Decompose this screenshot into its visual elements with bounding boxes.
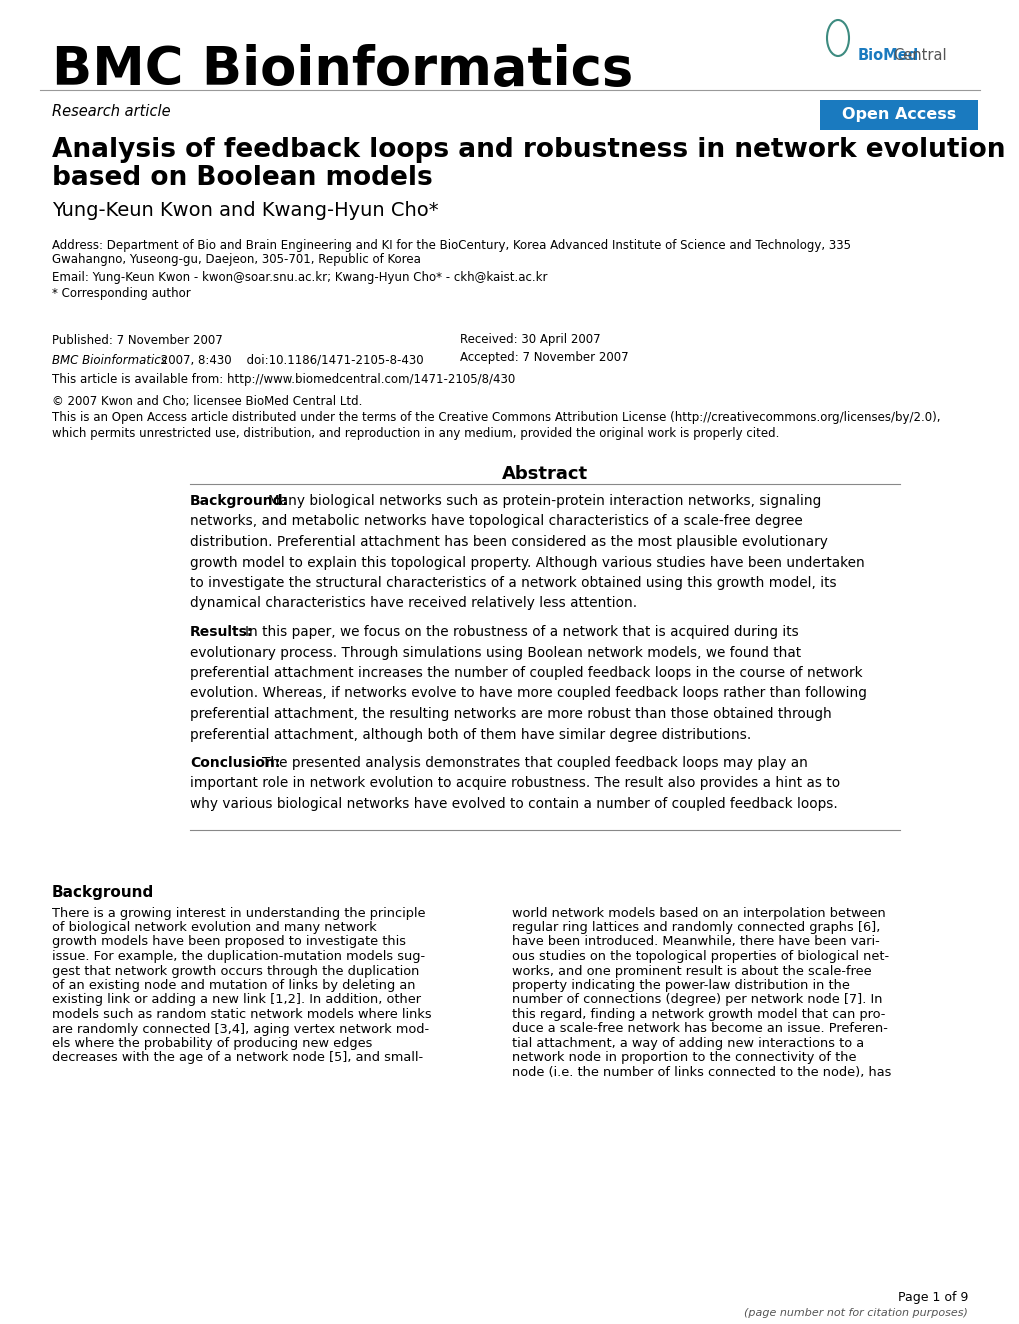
Text: Research article: Research article xyxy=(52,105,170,119)
Text: Received: 30 April 2007: Received: 30 April 2007 xyxy=(460,334,600,347)
Text: © 2007 Kwon and Cho; licensee BioMed Central Ltd.: © 2007 Kwon and Cho; licensee BioMed Cen… xyxy=(52,396,362,409)
Text: based on Boolean models: based on Boolean models xyxy=(52,166,432,191)
Text: regular ring lattices and randomly connected graphs [6],: regular ring lattices and randomly conne… xyxy=(512,922,879,933)
Text: preferential attachment increases the number of coupled feedback loops in the co: preferential attachment increases the nu… xyxy=(190,666,862,681)
Text: Analysis of feedback loops and robustness in network evolution: Analysis of feedback loops and robustnes… xyxy=(52,136,1005,163)
Text: which permits unrestricted use, distribution, and reproduction in any medium, pr: which permits unrestricted use, distribu… xyxy=(52,428,779,441)
Text: This is an Open Access article distributed under the terms of the Creative Commo: This is an Open Access article distribut… xyxy=(52,412,940,425)
Text: this regard, finding a network growth model that can pro-: this regard, finding a network growth mo… xyxy=(512,1008,884,1021)
Text: Central: Central xyxy=(892,48,946,62)
Text: Open Access: Open Access xyxy=(841,107,955,123)
Text: Background:: Background: xyxy=(190,494,288,508)
Text: This article is available from: http://www.biomedcentral.com/1471-2105/8/430: This article is available from: http://w… xyxy=(52,373,515,387)
Text: duce a scale-free network has become an issue. Preferen-: duce a scale-free network has become an … xyxy=(512,1022,887,1035)
Text: * Corresponding author: * Corresponding author xyxy=(52,287,191,301)
Text: number of connections (degree) per network node [7]. In: number of connections (degree) per netwo… xyxy=(512,993,881,1006)
Text: have been introduced. Meanwhile, there have been vari-: have been introduced. Meanwhile, there h… xyxy=(512,936,879,948)
Text: Email: Yung-Keun Kwon - kwon@soar.snu.ac.kr; Kwang-Hyun Cho* - ckh@kaist.ac.kr: Email: Yung-Keun Kwon - kwon@soar.snu.ac… xyxy=(52,271,547,285)
Text: existing link or adding a new link [1,2]. In addition, other: existing link or adding a new link [1,2]… xyxy=(52,993,421,1006)
Text: growth model to explain this topological property. Although various studies have: growth model to explain this topological… xyxy=(190,556,864,569)
Text: Many biological networks such as protein-protein interaction networks, signaling: Many biological networks such as protein… xyxy=(268,494,820,508)
Text: els where the probability of producing new edges: els where the probability of producing n… xyxy=(52,1037,372,1050)
Text: tial attachment, a way of adding new interactions to a: tial attachment, a way of adding new int… xyxy=(512,1037,863,1050)
Text: networks, and metabolic networks have topological characteristics of a scale-fre: networks, and metabolic networks have to… xyxy=(190,515,802,528)
Text: (page number not for citation purposes): (page number not for citation purposes) xyxy=(744,1308,967,1317)
Text: Abstract: Abstract xyxy=(501,465,588,483)
Text: of an existing node and mutation of links by deleting an: of an existing node and mutation of link… xyxy=(52,978,415,992)
Text: Published: 7 November 2007: Published: 7 November 2007 xyxy=(52,334,222,347)
Text: growth models have been proposed to investigate this: growth models have been proposed to inve… xyxy=(52,936,406,948)
Text: models such as random static network models where links: models such as random static network mod… xyxy=(52,1008,431,1021)
Text: Page 1 of 9: Page 1 of 9 xyxy=(897,1291,967,1304)
Text: The presented analysis demonstrates that coupled feedback loops may play an: The presented analysis demonstrates that… xyxy=(262,756,807,771)
Text: BMC Bioinformatics: BMC Bioinformatics xyxy=(52,354,167,367)
Text: property indicating the power-law distribution in the: property indicating the power-law distri… xyxy=(512,978,849,992)
Text: gest that network growth occurs through the duplication: gest that network growth occurs through … xyxy=(52,964,419,977)
Text: preferential attachment, the resulting networks are more robust than those obtai: preferential attachment, the resulting n… xyxy=(190,707,830,722)
Text: Accepted: 7 November 2007: Accepted: 7 November 2007 xyxy=(460,351,628,364)
Text: Background: Background xyxy=(52,884,154,899)
Text: issue. For example, the duplication-mutation models sug-: issue. For example, the duplication-muta… xyxy=(52,951,425,963)
Text: Gwahangno, Yuseong-gu, Daejeon, 305-701, Republic of Korea: Gwahangno, Yuseong-gu, Daejeon, 305-701,… xyxy=(52,253,421,266)
Text: of biological network evolution and many network: of biological network evolution and many… xyxy=(52,922,376,933)
Text: world network models based on an interpolation between: world network models based on an interpo… xyxy=(512,907,884,919)
Text: evolutionary process. Through simulations using Boolean network models, we found: evolutionary process. Through simulation… xyxy=(190,646,800,659)
Text: Address: Department of Bio and Brain Engineering and KI for the BioCentury, Kore: Address: Department of Bio and Brain Eng… xyxy=(52,238,850,252)
Text: node (i.e. the number of links connected to the node), has: node (i.e. the number of links connected… xyxy=(512,1066,891,1079)
Text: ous studies on the topological properties of biological net-: ous studies on the topological propertie… xyxy=(512,951,889,963)
Text: preferential attachment, although both of them have similar degree distributions: preferential attachment, although both o… xyxy=(190,727,751,741)
Text: network node in proportion to the connectivity of the: network node in proportion to the connec… xyxy=(512,1051,856,1064)
Text: Conclusion:: Conclusion: xyxy=(190,756,280,771)
Text: 2007, 8:430    doi:10.1186/1471-2105-8-430: 2007, 8:430 doi:10.1186/1471-2105-8-430 xyxy=(157,354,423,367)
Text: BioMed: BioMed xyxy=(857,48,918,62)
Text: dynamical characteristics have received relatively less attention.: dynamical characteristics have received … xyxy=(190,597,637,610)
Text: to investigate the structural characteristics of a network obtained using this g: to investigate the structural characteri… xyxy=(190,576,836,591)
Text: In this paper, we focus on the robustness of a network that is acquired during i: In this paper, we focus on the robustnes… xyxy=(245,625,798,639)
Text: why various biological networks have evolved to contain a number of coupled feed: why various biological networks have evo… xyxy=(190,797,837,812)
Text: Results:: Results: xyxy=(190,625,253,639)
Text: BMC Bioinformatics: BMC Bioinformatics xyxy=(52,44,633,97)
Text: important role in network evolution to acquire robustness. The result also provi: important role in network evolution to a… xyxy=(190,776,840,790)
Text: decreases with the age of a network node [5], and small-: decreases with the age of a network node… xyxy=(52,1051,423,1064)
Text: are randomly connected [3,4], aging vertex network mod-: are randomly connected [3,4], aging vert… xyxy=(52,1022,429,1035)
Text: Yung-Keun Kwon and Kwang-Hyun Cho*: Yung-Keun Kwon and Kwang-Hyun Cho* xyxy=(52,200,438,220)
Text: There is a growing interest in understanding the principle: There is a growing interest in understan… xyxy=(52,907,425,919)
Text: distribution. Preferential attachment has been considered as the most plausible : distribution. Preferential attachment ha… xyxy=(190,535,827,549)
FancyBboxPatch shape xyxy=(819,101,977,130)
Text: works, and one prominent result is about the scale-free: works, and one prominent result is about… xyxy=(512,964,871,977)
Text: evolution. Whereas, if networks evolve to have more coupled feedback loops rathe: evolution. Whereas, if networks evolve t… xyxy=(190,687,866,700)
